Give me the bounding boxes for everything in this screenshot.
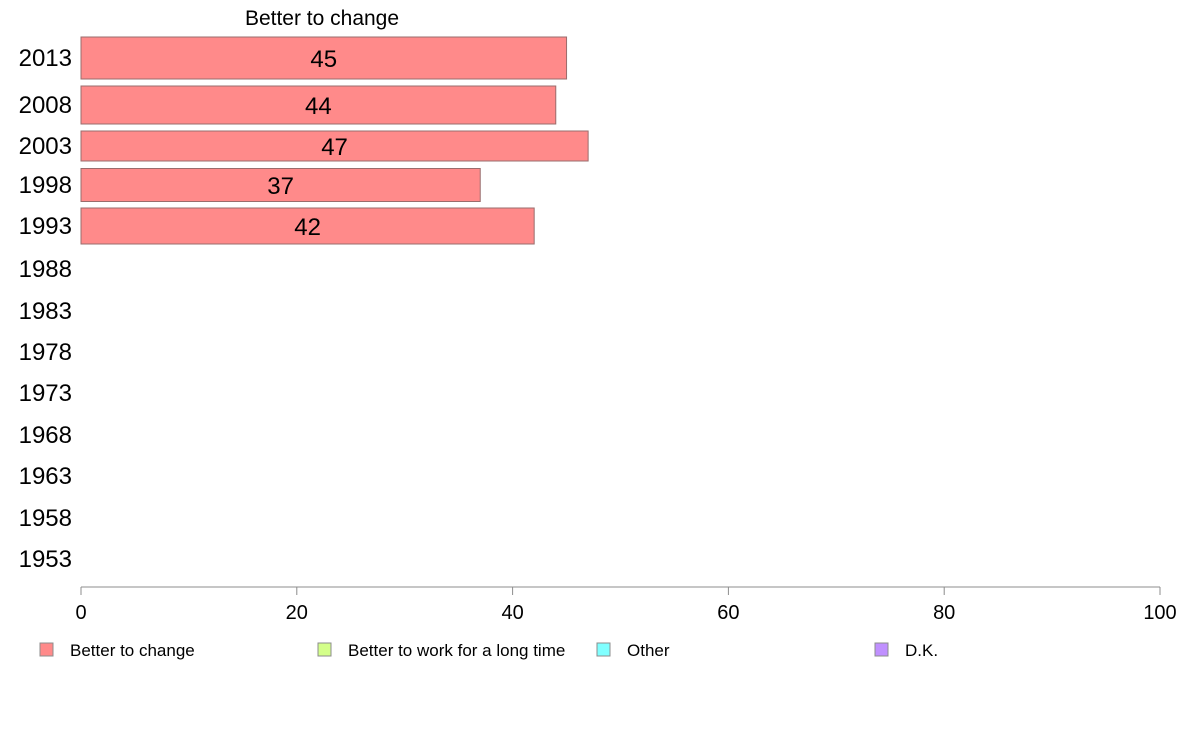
bar-2008 bbox=[80, 85, 557, 125]
bar-1998 bbox=[80, 168, 481, 202]
bar-1993 bbox=[80, 207, 535, 245]
category-label-2003: 2003 bbox=[19, 133, 72, 160]
category-labels: 2013 2008 2003 1998 1993 1988 1983 1978 1973 1968… bbox=[19, 45, 72, 573]
legend-label-0: Better to change bbox=[70, 641, 195, 660]
category-label-1973: 1973 bbox=[19, 380, 72, 407]
category-label-2013: 2013 bbox=[19, 45, 72, 72]
category-label-1958: 1958 bbox=[19, 505, 72, 532]
category-label-1953: 1953 bbox=[19, 546, 72, 573]
x-axis: 0 20 40 60 80 100 bbox=[75, 586, 1177, 624]
category-label-1968: 1968 bbox=[19, 422, 72, 449]
x-tick-label-20: 20 bbox=[286, 602, 308, 624]
category-label-1993: 1993 bbox=[19, 213, 72, 240]
bar-2003 bbox=[80, 130, 589, 162]
x-tick-label-40: 40 bbox=[501, 602, 523, 624]
data-label-2008: 44 bbox=[305, 93, 332, 120]
legend: Better to change Better to work for a lon… bbox=[39, 641, 938, 660]
data-label-1998: 37 bbox=[267, 173, 294, 200]
data-label-2003: 47 bbox=[321, 134, 348, 161]
x-tick-label-100: 100 bbox=[1143, 602, 1176, 624]
legend-swatch-3 bbox=[874, 642, 889, 657]
column-header: Better to change bbox=[245, 7, 399, 30]
category-label-1963: 1963 bbox=[19, 463, 72, 490]
data-label-2013: 45 bbox=[310, 46, 337, 73]
legend-label-3: D.K. bbox=[905, 641, 938, 660]
category-label-1988: 1988 bbox=[19, 256, 72, 283]
x-tick-label-0: 0 bbox=[75, 602, 86, 624]
category-label-1983: 1983 bbox=[19, 298, 72, 325]
category-label-1978: 1978 bbox=[19, 339, 72, 366]
legend-label-1: Better to work for a long time bbox=[348, 641, 565, 660]
x-tick-label-80: 80 bbox=[933, 602, 955, 624]
category-label-2008: 2008 bbox=[19, 92, 72, 119]
legend-swatch-2 bbox=[596, 642, 611, 657]
x-tick-label-60: 60 bbox=[717, 602, 739, 624]
legend-swatch-0 bbox=[39, 642, 54, 657]
legend-swatch-1 bbox=[317, 642, 332, 657]
legend-label-2: Other bbox=[627, 641, 670, 660]
data-label-1993: 42 bbox=[294, 214, 321, 241]
bar-2013 bbox=[80, 36, 568, 80]
category-label-1998: 1998 bbox=[19, 172, 72, 199]
